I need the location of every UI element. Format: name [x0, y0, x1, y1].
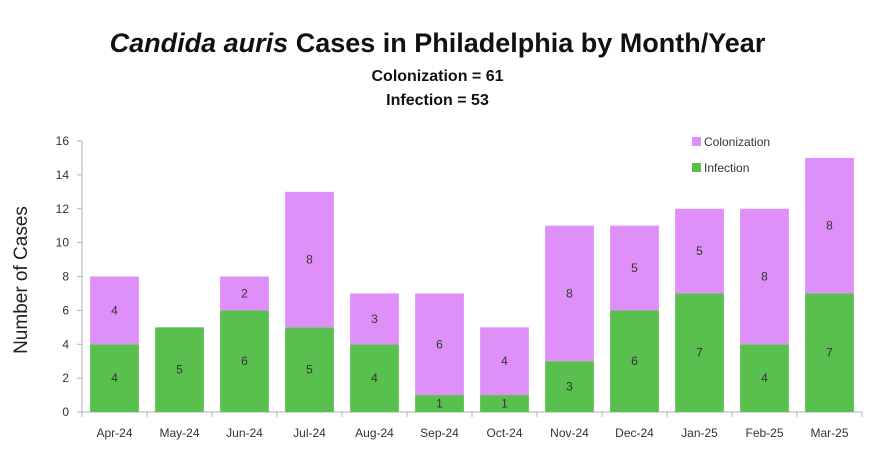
- x-tick-label: Sep-24: [420, 426, 459, 440]
- data-label-infection: 7: [696, 346, 703, 360]
- subtitle-colonization: Colonization = 61: [371, 68, 504, 85]
- data-label-infection: 4: [371, 371, 378, 385]
- data-label-infection: 5: [176, 363, 183, 377]
- legend-swatch-colonization: [692, 137, 701, 146]
- data-label-colonization: 4: [501, 354, 508, 368]
- x-tick-label: Mar-25: [810, 426, 848, 440]
- x-tick-label: Nov-24: [550, 426, 589, 440]
- y-tick-label: 14: [56, 168, 70, 182]
- data-label-colonization: 2: [241, 286, 248, 300]
- bar-colonization: [285, 191, 334, 328]
- data-label-colonization: 8: [761, 270, 768, 284]
- data-label-infection: 4: [761, 371, 768, 385]
- bar-colonization: [740, 208, 789, 345]
- bar-colonization: [805, 157, 854, 294]
- data-label-infection: 5: [306, 363, 313, 377]
- data-label-infection: 3: [566, 380, 573, 394]
- legend-swatch-infection: [692, 163, 701, 172]
- bar-infection: [220, 310, 269, 412]
- data-label-infection: 6: [631, 354, 638, 368]
- x-tick-label: Apr-24: [96, 426, 132, 440]
- bar-colonization: [415, 293, 464, 396]
- data-label-colonization: 8: [566, 286, 573, 300]
- bar-infection: [415, 395, 464, 412]
- bar-colonization: [220, 276, 269, 311]
- bar-infection: [90, 344, 139, 412]
- subtitle-infection: Infection = 53: [386, 92, 489, 109]
- bar-infection: [350, 344, 399, 412]
- data-label-colonization: 8: [306, 253, 313, 267]
- y-tick-label: 12: [56, 202, 70, 216]
- y-tick-label: 8: [62, 270, 69, 284]
- y-tick-label: 10: [56, 236, 70, 250]
- bar-infection: [805, 293, 854, 412]
- data-label-infection: 6: [241, 354, 248, 368]
- y-tick-label: 0: [62, 405, 69, 419]
- x-tick-label: Oct-24: [486, 426, 522, 440]
- data-label-infection: 1: [501, 397, 508, 411]
- bar-colonization: [610, 225, 659, 311]
- bar-colonization: [350, 293, 399, 345]
- x-tick-label: Jun-24: [226, 426, 263, 440]
- bar-infection: [480, 395, 529, 412]
- y-tick-label: 4: [62, 337, 69, 351]
- bar-colonization: [675, 208, 724, 294]
- bar-infection: [675, 293, 724, 412]
- x-tick-label: Aug-24: [355, 426, 394, 440]
- bar-infection: [740, 344, 789, 412]
- legend-label-infection: Infection: [704, 161, 749, 175]
- x-tick-label: Dec-24: [615, 426, 654, 440]
- y-tick-label: 6: [62, 303, 69, 317]
- bar-colonization: [545, 225, 594, 362]
- title-italic: Candida auris: [109, 28, 289, 58]
- bar-infection: [545, 361, 594, 412]
- data-label-infection: 1: [436, 397, 443, 411]
- y-tick-label: 16: [56, 134, 70, 148]
- x-tick-label: Jul-24: [293, 426, 326, 440]
- data-label-colonization: 6: [436, 337, 443, 351]
- chart-title: Candida auris Cases in Philadelphia by M…: [0, 28, 875, 59]
- bar-infection: [610, 310, 659, 412]
- data-label-infection: 4: [111, 371, 118, 385]
- legend-label-colonization: Colonization: [704, 135, 770, 149]
- title-rest: Cases in Philadelphia by Month/Year: [288, 28, 766, 58]
- y-tick-label: 2: [62, 371, 69, 385]
- x-tick-label: May-24: [159, 426, 199, 440]
- data-label-colonization: 5: [631, 261, 638, 275]
- data-label-colonization: 5: [696, 244, 703, 258]
- bar-infection: [155, 327, 204, 412]
- data-label-colonization: 8: [826, 219, 833, 233]
- x-tick-label: Feb-25: [745, 426, 783, 440]
- x-tick-label: Jan-25: [681, 426, 718, 440]
- bar-infection: [285, 327, 334, 412]
- bar-colonization: [480, 327, 529, 396]
- data-label-colonization: 4: [111, 303, 118, 317]
- data-label-infection: 7: [826, 346, 833, 360]
- data-label-colonization: 3: [371, 312, 378, 326]
- bar-colonization: [90, 276, 139, 345]
